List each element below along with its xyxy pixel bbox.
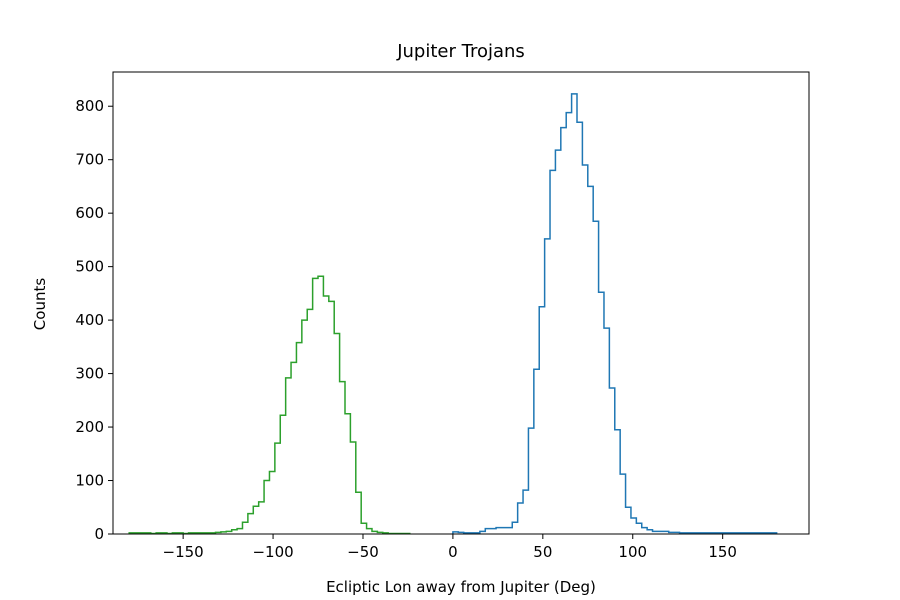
- y-tick-label: 200: [75, 418, 104, 436]
- y-tick-label: 0: [94, 525, 104, 543]
- y-tick-label: 600: [75, 204, 104, 222]
- x-tick-label: 100: [618, 543, 647, 561]
- x-tick-label: −150: [163, 543, 204, 561]
- x-axis: −150 −100 −50 0 50 100 150: [163, 534, 737, 561]
- x-tick-label: 50: [533, 543, 552, 561]
- x-tick-label: −50: [347, 543, 379, 561]
- histogram-series-1: [128, 275, 411, 535]
- x-tick-label: 0: [448, 543, 458, 561]
- chart-title: Jupiter Trojans: [396, 41, 525, 62]
- x-axis-label: Ecliptic Lon away from Jupiter (Deg): [326, 578, 596, 596]
- y-tick-label: 100: [75, 472, 104, 490]
- x-tick-label: 150: [708, 543, 737, 561]
- y-tick-label: 500: [75, 258, 104, 276]
- y-tick-label: 800: [75, 97, 104, 115]
- x-tick-label: −100: [252, 543, 293, 561]
- histogram-series-2: [452, 93, 778, 534]
- plot-area: −150 −100 −50 0 50 100 150 0 100 200 300 400 500 600…: [75, 71, 810, 561]
- y-axis-label: Counts: [31, 278, 49, 331]
- y-tick-label: 700: [75, 151, 104, 169]
- y-axis: 0 100 200 300 400 500 600 700 800: [75, 97, 113, 543]
- plot-frame: [112, 71, 810, 535]
- y-tick-label: 300: [75, 365, 104, 383]
- series-layer: [128, 93, 778, 535]
- y-tick-label: 400: [75, 311, 104, 329]
